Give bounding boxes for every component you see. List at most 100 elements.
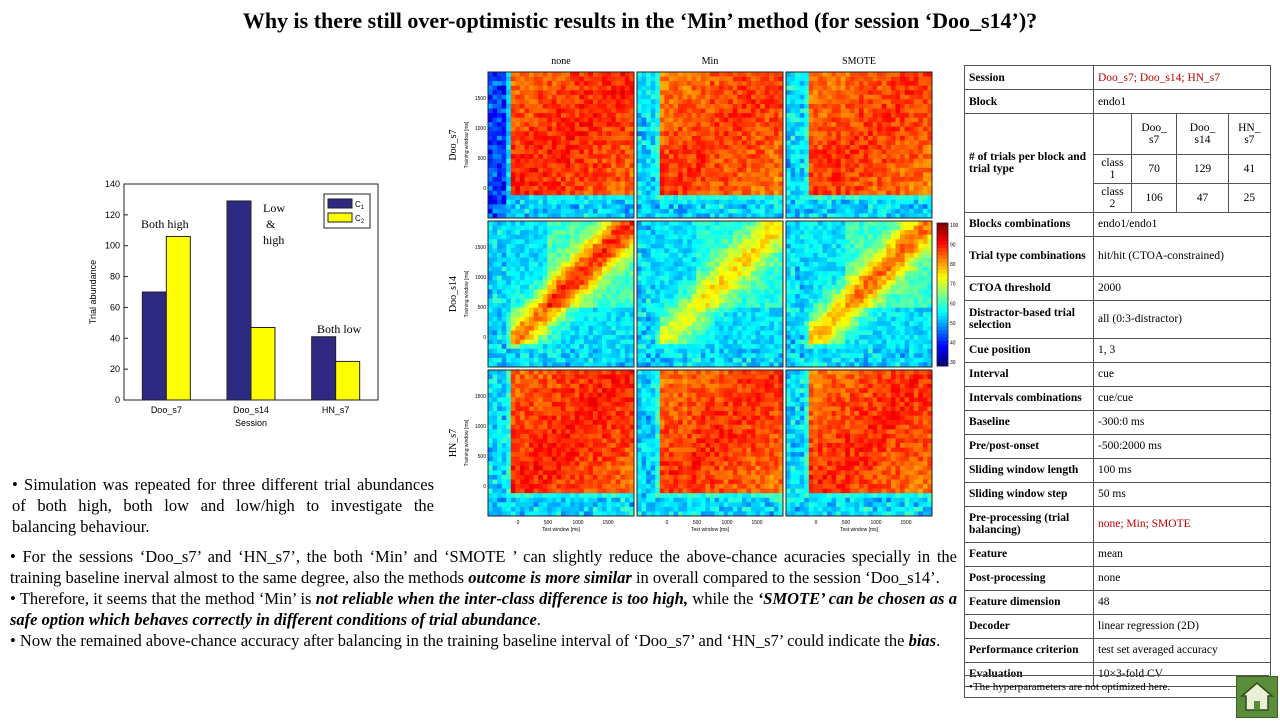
heatmap-cell — [769, 239, 774, 244]
heatmap-cell — [877, 86, 882, 91]
heatmap-cell — [742, 186, 747, 191]
heatmap-cell — [891, 209, 896, 214]
heatmap-cell — [529, 253, 534, 258]
heatmap-cell — [529, 276, 534, 281]
heatmap-cell — [520, 226, 525, 231]
heatmap-cell — [818, 159, 823, 164]
heatmap-cell — [896, 172, 901, 177]
heatmap-cell — [827, 81, 832, 86]
heatmap-cell — [747, 72, 752, 77]
heatmap-cell — [909, 136, 914, 141]
heatmap-cell — [854, 104, 859, 109]
heatmap-cell — [696, 81, 701, 86]
heatmap-cell — [566, 244, 571, 249]
heatmap-cell — [719, 294, 724, 299]
heatmap-cell — [701, 122, 706, 127]
heatmap-cell — [719, 317, 724, 322]
heatmap-cell — [588, 86, 593, 91]
heatmap-cell — [692, 276, 697, 281]
heatmap-cell — [813, 168, 818, 173]
heatmap-cell — [598, 131, 603, 136]
heatmap-cell — [809, 109, 814, 114]
heatmap-cell — [747, 285, 752, 290]
heatmap-cell — [598, 104, 603, 109]
heatmap-cell — [918, 99, 923, 104]
heatmap-cell — [742, 113, 747, 118]
heatmap-cell — [737, 95, 742, 100]
heatmap-cell — [561, 326, 566, 331]
heatmap-cell — [660, 150, 665, 155]
heatmap-cell — [923, 209, 928, 214]
heatmap-cell — [701, 248, 706, 253]
heatmap-cell — [742, 312, 747, 317]
heatmap-cell — [570, 191, 575, 196]
heatmap-cell — [625, 95, 630, 100]
heatmap-cell — [868, 86, 873, 91]
heatmap-cell — [556, 99, 561, 104]
heatmap-cell — [529, 308, 534, 313]
heatmap-cell — [719, 122, 724, 127]
heatmap-cell — [660, 104, 665, 109]
heatmap-cell — [877, 131, 882, 136]
heatmap-cell — [687, 267, 692, 272]
heatmap-cell — [774, 109, 779, 114]
heatmap-cell — [593, 262, 598, 267]
heatmap-cell — [724, 239, 729, 244]
heatmap-cell — [579, 131, 584, 136]
heatmap-cell — [854, 118, 859, 123]
heatmap-cell — [620, 349, 625, 354]
heatmap-cell — [620, 294, 625, 299]
heatmap-cell — [543, 177, 548, 182]
heatmap-cell — [660, 172, 665, 177]
heatmap-cell — [914, 99, 919, 104]
heatmap-cell — [561, 349, 566, 354]
heatmap-cell — [832, 81, 837, 86]
heatmap-cell — [683, 177, 688, 182]
heatmap-cell — [760, 182, 765, 187]
heatmap-cell — [886, 127, 891, 132]
heatmap-cell — [664, 168, 669, 173]
heatmap-cell — [719, 86, 724, 91]
heatmap-cell — [896, 145, 901, 150]
heatmap-cell — [864, 109, 869, 114]
heatmap-cell — [529, 104, 534, 109]
heatmap-cell — [534, 294, 539, 299]
heatmap-cell — [552, 285, 557, 290]
heatmap-cell — [845, 186, 850, 191]
heatmap-cell — [593, 191, 598, 196]
heatmap-cell — [818, 127, 823, 132]
heatmap-cell — [488, 312, 493, 317]
heatmap-cell — [795, 195, 800, 200]
heatmap-cell — [616, 145, 621, 150]
heatmap-cell — [845, 200, 850, 205]
heatmap-cell — [598, 312, 603, 317]
heatmap-cell — [515, 248, 520, 253]
heatmap-cell — [914, 200, 919, 205]
heatmap-cell — [566, 86, 571, 91]
heatmap-cell — [570, 221, 575, 226]
heatmap-cell — [854, 136, 859, 141]
heatmap-cell — [566, 248, 571, 253]
heatmap-cell — [809, 195, 814, 200]
heatmap-cell — [520, 221, 525, 226]
heatmap-cell — [552, 289, 557, 294]
heatmap-cell — [724, 131, 729, 136]
heatmap-cell — [710, 285, 715, 290]
heatmap-cell — [646, 294, 651, 299]
heatmap-cell — [827, 99, 832, 104]
heatmap-cell — [556, 317, 561, 322]
heatmap-cell — [710, 131, 715, 136]
heatmap-cell — [497, 186, 502, 191]
heatmap-cell — [566, 289, 571, 294]
heatmap-cell — [566, 136, 571, 141]
heatmap-cell — [488, 168, 493, 173]
heatmap-cell — [760, 244, 765, 249]
heatmap-cell — [715, 331, 720, 336]
heatmap-cell — [896, 72, 901, 77]
heatmap-cell — [751, 159, 756, 164]
heatmap-cell — [765, 226, 770, 231]
heatmap-cell — [823, 154, 828, 159]
heatmap-cell — [669, 221, 674, 226]
heatmap-cell — [543, 195, 548, 200]
heatmap-cell — [651, 86, 656, 91]
